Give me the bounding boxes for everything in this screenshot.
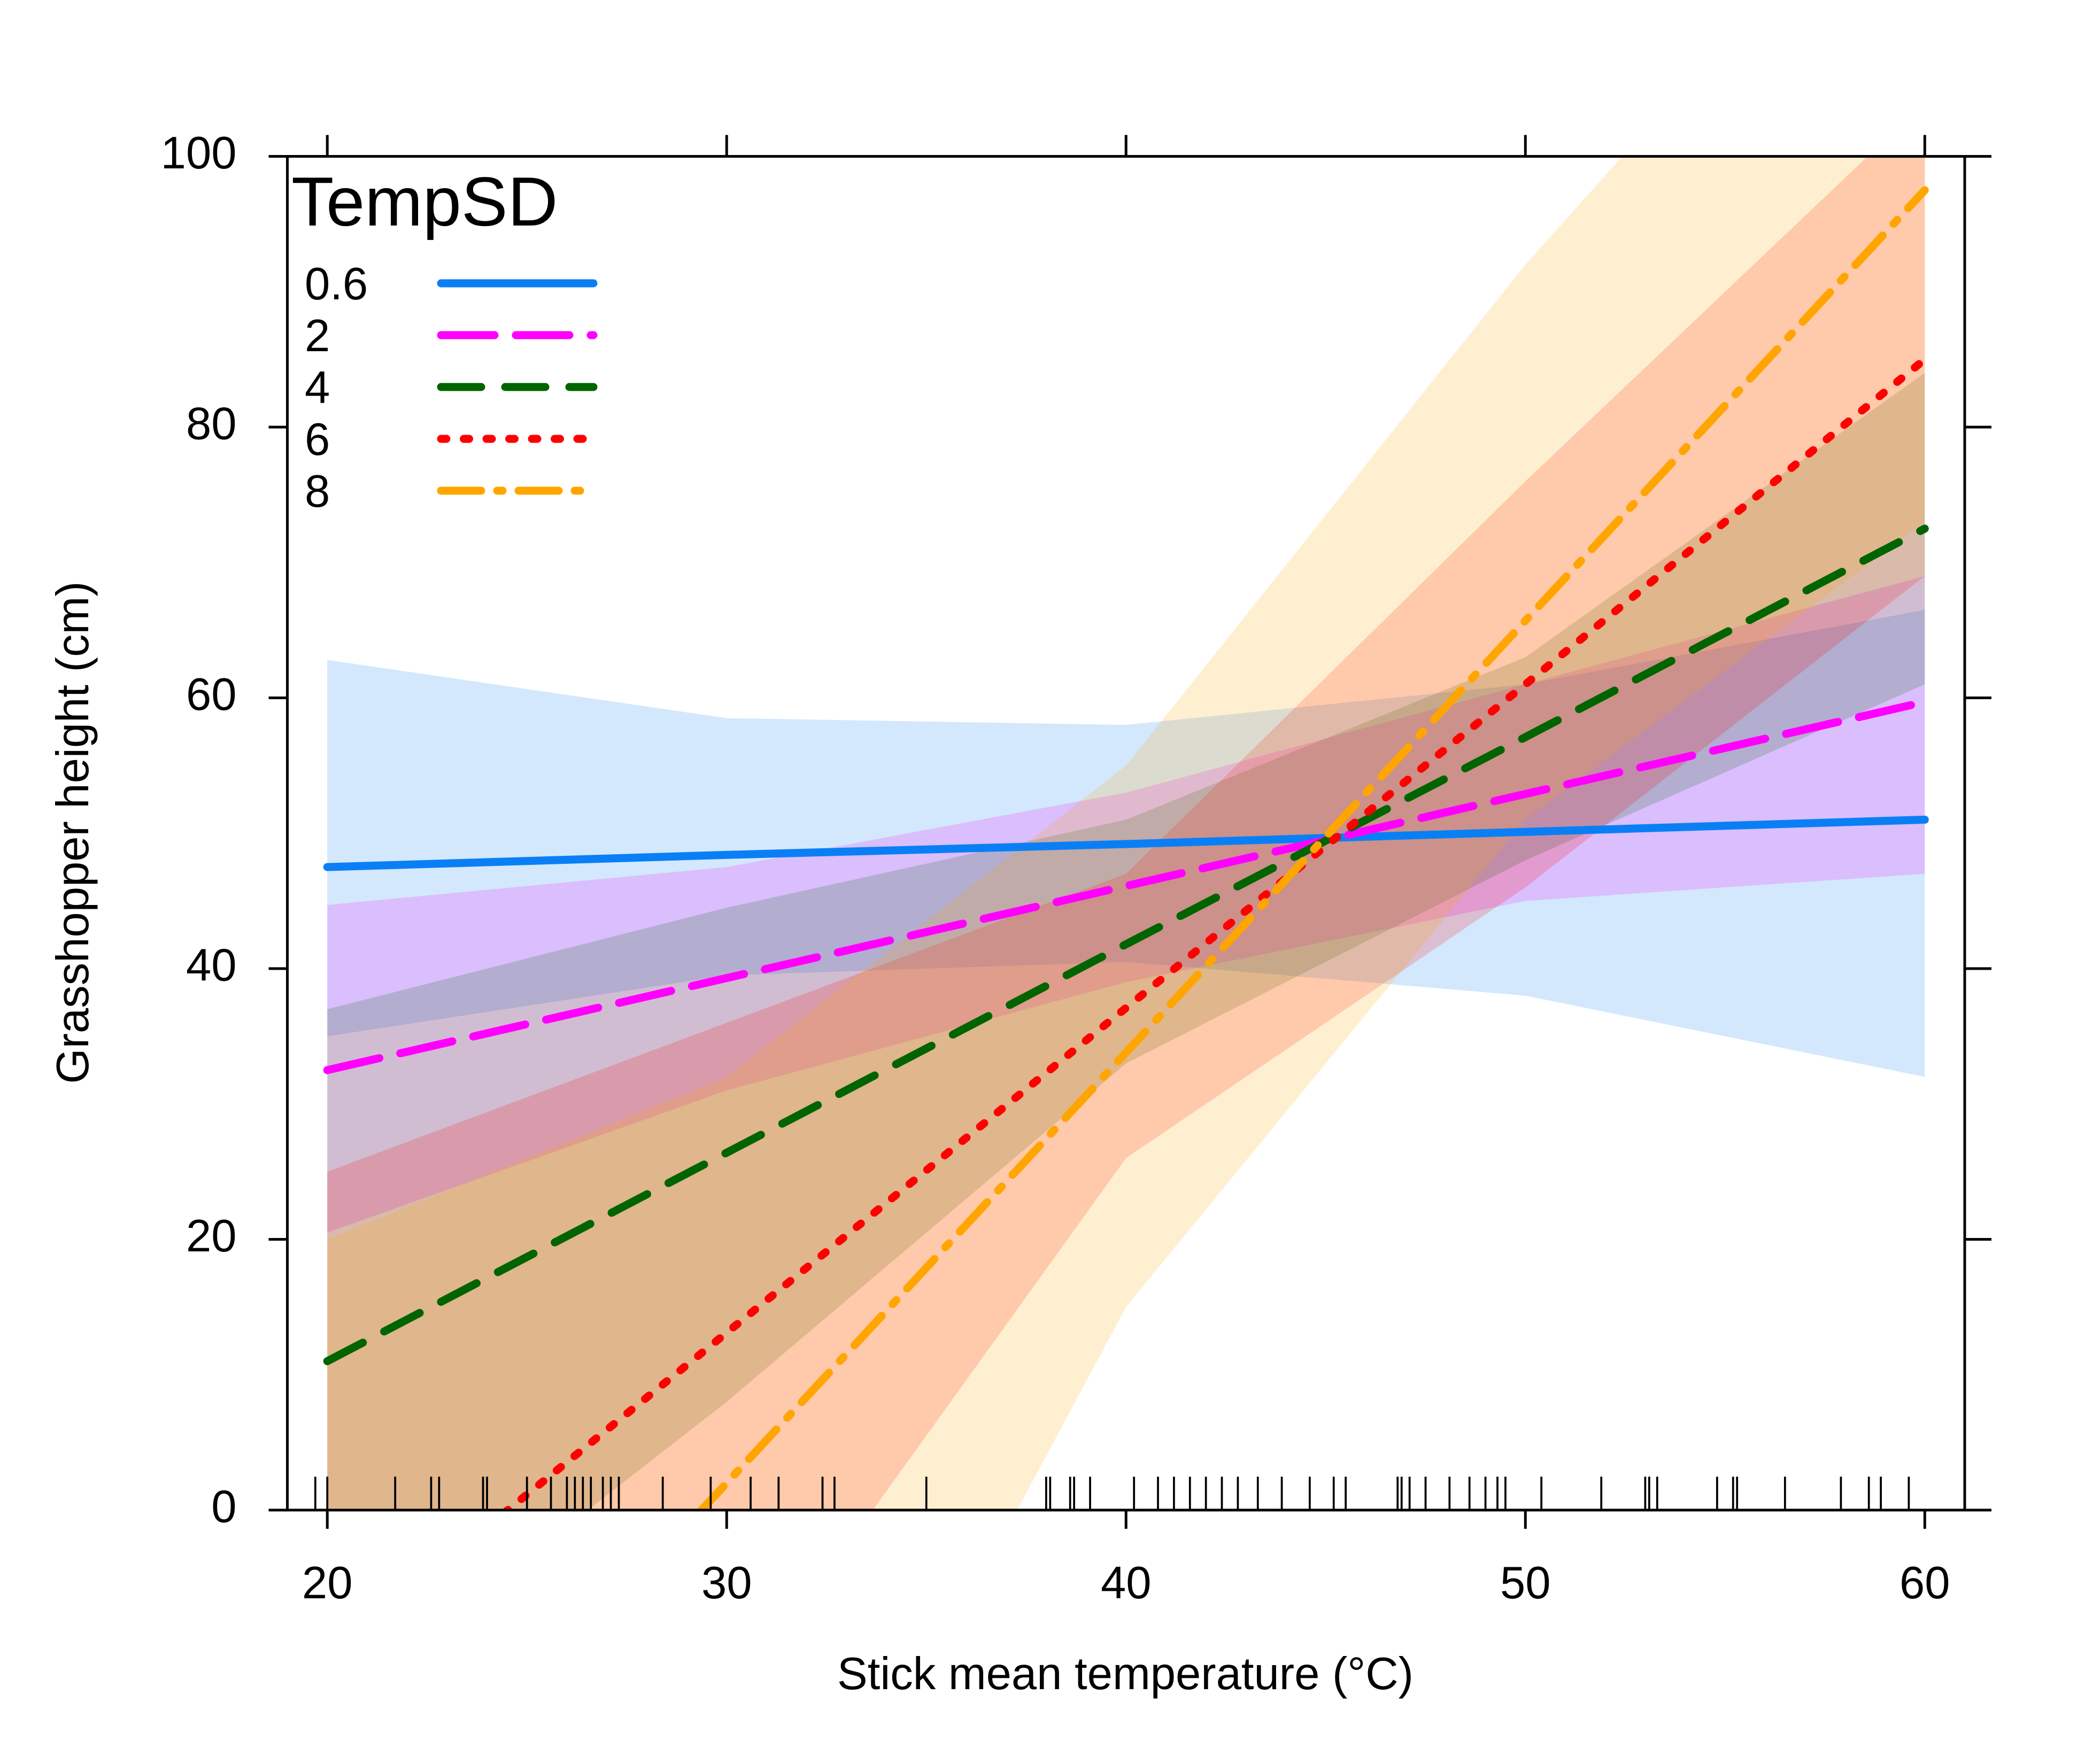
confidence-band xyxy=(327,156,1925,1510)
x-tick-label: 40 xyxy=(1101,1558,1152,1608)
fit-line xyxy=(323,524,1929,1365)
lines xyxy=(323,186,1929,1510)
y-tick-label: 80 xyxy=(186,398,237,449)
y-tick-label: 0 xyxy=(211,1481,236,1532)
x-tick-label: 20 xyxy=(302,1558,353,1608)
x-tick-label: 60 xyxy=(1899,1558,1950,1608)
legend-label: 4 xyxy=(305,362,330,413)
fit-line xyxy=(323,815,1929,871)
fit-line xyxy=(696,186,1929,1510)
legend-title: TempSD xyxy=(291,163,558,241)
y-axis-label: Grasshopper height (cm) xyxy=(48,581,98,1084)
y-tick-label: 100 xyxy=(161,128,237,179)
x-tick-label: 50 xyxy=(1500,1558,1551,1608)
fit-line xyxy=(501,355,1929,1510)
y-tick-label: 20 xyxy=(186,1211,237,1262)
confidence-band xyxy=(327,156,1925,1510)
fit-line xyxy=(323,698,1929,1074)
legend-label: 8 xyxy=(305,466,330,517)
legend-label: 6 xyxy=(305,414,330,465)
y-tick-label: 40 xyxy=(186,940,237,991)
legend-label: 2 xyxy=(305,311,330,361)
x-tick-label: 30 xyxy=(701,1558,752,1608)
legend-label: 0.6 xyxy=(305,259,368,310)
x-axis-label: Stick mean temperature (°C) xyxy=(837,1649,1414,1699)
y-tick-label: 60 xyxy=(186,669,237,720)
